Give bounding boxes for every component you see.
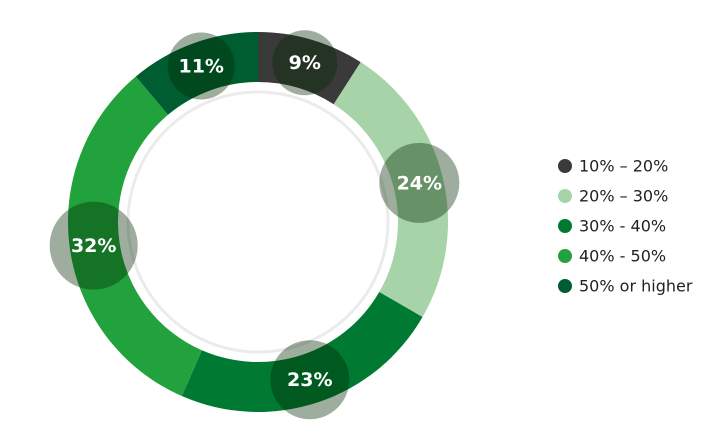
data-label: 9% xyxy=(289,52,321,74)
data-label: 32% xyxy=(71,235,116,257)
legend-swatch xyxy=(558,279,572,293)
legend-swatch xyxy=(558,189,572,203)
legend-label: 30% - 40% xyxy=(579,217,666,236)
label-bubble xyxy=(270,340,350,420)
legend-swatch xyxy=(558,219,572,233)
donut-segment xyxy=(258,32,361,105)
legend-label: 40% - 50% xyxy=(579,247,666,266)
donut-segment xyxy=(135,31,258,115)
data-label: 11% xyxy=(178,56,223,78)
inner-ring xyxy=(126,90,390,354)
legend-label: 10% – 20% xyxy=(579,157,668,176)
label-bubble xyxy=(49,201,138,290)
data-label: 23% xyxy=(287,369,332,391)
legend-swatch xyxy=(558,249,572,263)
data-label: 24% xyxy=(397,172,442,194)
label-bubble xyxy=(272,30,338,96)
donut-segment xyxy=(333,62,449,317)
donut-segment xyxy=(181,292,423,412)
label-bubble xyxy=(167,32,235,100)
donut-segment xyxy=(67,76,202,397)
legend-label: 20% – 30% xyxy=(579,187,668,206)
legend-swatch xyxy=(558,159,572,173)
label-bubble xyxy=(379,142,460,223)
legend-label: 50% or higher xyxy=(579,277,693,296)
